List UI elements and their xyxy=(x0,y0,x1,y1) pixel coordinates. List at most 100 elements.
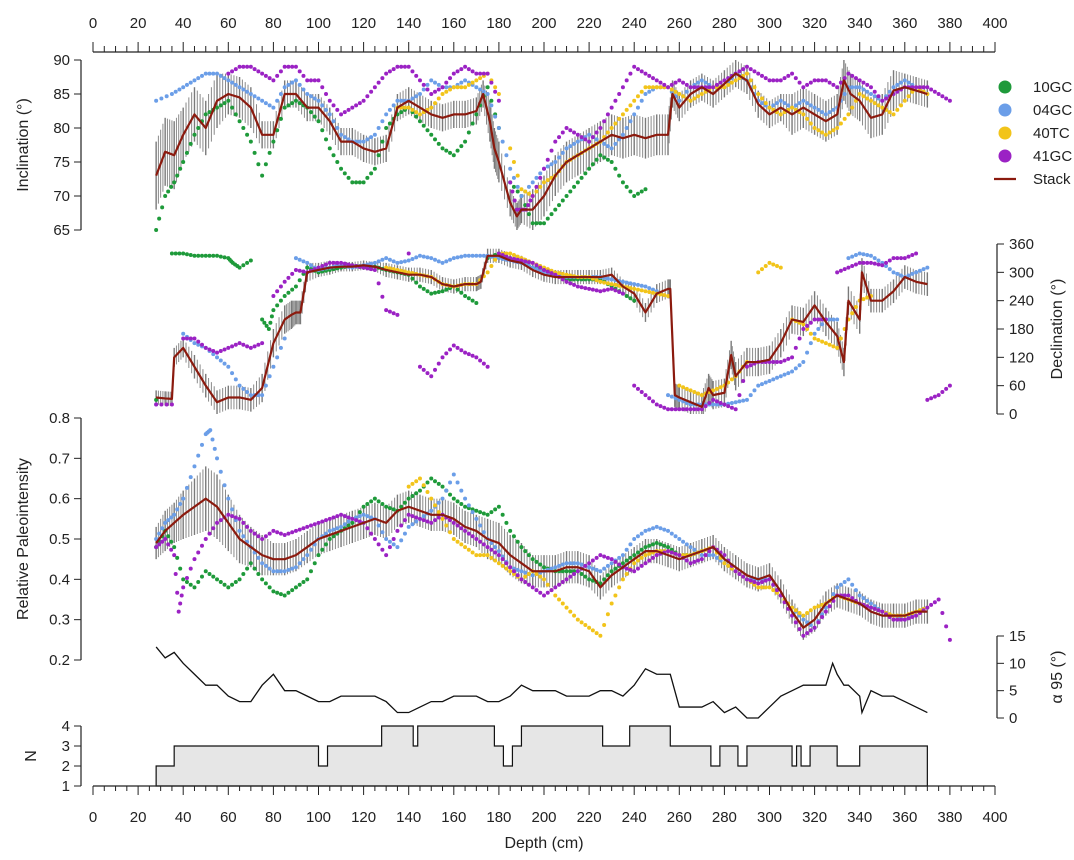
rpi-point-41gc xyxy=(339,512,344,517)
rpi-point-04gc xyxy=(444,488,449,493)
rpi-point-04gc xyxy=(628,542,633,547)
inclination-point-40tc xyxy=(654,85,659,90)
inclination-point-41gc xyxy=(282,64,287,69)
declination-point-10gc xyxy=(417,284,422,289)
declination-point-41gc xyxy=(391,311,396,316)
rpi-point-41gc xyxy=(466,531,471,536)
inclination-point-04gc xyxy=(384,112,389,117)
declination-point-41gc xyxy=(899,256,904,261)
rpi-point-41gc xyxy=(669,550,674,555)
rpi-point-40tc xyxy=(763,585,768,590)
rpi-point-10gc xyxy=(237,577,242,582)
rpi-point-41gc xyxy=(696,558,701,563)
declination-point-40tc xyxy=(402,269,407,274)
inclination-point-04gc xyxy=(684,89,689,94)
rpi-point-04gc xyxy=(440,496,445,501)
declination-point-10gc xyxy=(474,301,479,306)
declination-point-40tc xyxy=(801,322,806,327)
declination-point-10gc xyxy=(264,323,269,328)
declination-point-41gc xyxy=(914,251,919,256)
rpi-point-40tc xyxy=(639,555,644,560)
inclination-point-04gc xyxy=(696,80,701,85)
rpi-point-40tc xyxy=(470,550,475,555)
inclination-point-04gc xyxy=(850,85,855,90)
declination-point-41gc xyxy=(936,393,941,398)
inclination-point-41gc xyxy=(478,71,483,76)
inclination-point-41gc xyxy=(267,76,272,81)
rpi-point-04gc xyxy=(609,561,614,566)
inclination-point-40tc xyxy=(466,82,471,87)
inclination-point-41gc xyxy=(365,94,370,99)
inclination-point-04gc xyxy=(444,85,449,90)
declination-point-41gc xyxy=(184,336,189,341)
rpi-point-04gc xyxy=(557,563,562,568)
declination-point-41gc xyxy=(181,336,186,341)
rpi-point-40tc xyxy=(624,571,629,576)
inclination-point-10gc xyxy=(526,212,531,217)
rpi-point-04gc xyxy=(673,534,678,539)
rpi-point-10gc xyxy=(293,585,298,590)
rpi-point-41gc xyxy=(519,577,524,582)
inclination-point-10gc xyxy=(530,221,535,226)
declination-point-41gc xyxy=(395,312,400,317)
declination-point-04gc xyxy=(215,355,220,360)
rpi-point-10gc xyxy=(508,528,513,533)
declination-point-41gc xyxy=(530,260,535,265)
declination-point-04gc xyxy=(868,253,873,258)
inclination-point-10gc xyxy=(157,216,162,221)
rpi-point-41gc xyxy=(324,518,329,523)
inclination-point-04gc xyxy=(215,71,220,76)
inclination-point-10gc xyxy=(331,153,336,158)
inclination-point-10gc xyxy=(440,146,445,151)
inclination-point-40tc xyxy=(617,116,622,121)
declination-point-04gc xyxy=(733,400,738,405)
inclination-point-04gc xyxy=(429,78,434,83)
top-x-tick-label: 400 xyxy=(982,15,1007,32)
rpi-point-40tc xyxy=(726,563,731,568)
declination-point-04gc xyxy=(744,397,749,402)
rpi-point-41gc xyxy=(410,514,415,519)
top-x-tick-label: 280 xyxy=(712,15,737,32)
rpi-point-04gc xyxy=(448,480,453,485)
inclination-point-04gc xyxy=(154,98,159,103)
rpi-point-41gc xyxy=(500,557,505,562)
bottom-x-tick-label: 380 xyxy=(937,809,962,826)
inclination-point-41gc xyxy=(346,107,351,112)
rpi-point-41gc xyxy=(188,566,193,571)
declination-point-04gc xyxy=(425,255,430,260)
inclination-point-41gc xyxy=(417,78,422,83)
inclination-point-10gc xyxy=(184,150,189,155)
rpi-point-41gc xyxy=(172,553,177,558)
rpi-point-41gc xyxy=(169,547,174,552)
rpi-point-04gc xyxy=(470,510,475,515)
rpi-point-10gc xyxy=(455,499,460,504)
rpi-point-04gc xyxy=(402,531,407,536)
declination-point-04gc xyxy=(282,336,287,341)
declination-point-41gc xyxy=(154,402,159,407)
rpi-point-10gc xyxy=(233,580,238,585)
rpi-point-10gc xyxy=(215,577,220,582)
rpi-point-40tc xyxy=(433,503,438,508)
rpi-point-41gc xyxy=(549,588,554,593)
declination-point-10gc xyxy=(237,265,242,270)
rpi-point-04gc xyxy=(572,561,577,566)
rpi-point-41gc xyxy=(474,537,479,541)
inclination-point-04gc xyxy=(793,103,798,108)
declination-point-04gc xyxy=(748,393,753,398)
rpi-point-40tc xyxy=(534,571,539,576)
rpi-point-04gc xyxy=(331,527,336,532)
inclination-point-10gc xyxy=(335,160,340,164)
inclination-point-41gc xyxy=(801,85,806,90)
declination-point-41gc xyxy=(331,260,336,265)
inclination-point-41gc xyxy=(575,132,580,137)
declination-y-axis-title: Declination (°) xyxy=(1049,279,1066,380)
declination-point-41gc xyxy=(470,353,475,358)
declination-point-41gc xyxy=(440,355,445,360)
inclination-point-04gc xyxy=(699,78,704,83)
rpi-point-41gc xyxy=(230,514,235,519)
inclination-point-10gc xyxy=(583,171,588,176)
inclination-point-10gc xyxy=(511,184,516,189)
inclination-point-10gc xyxy=(425,128,430,133)
inclination-point-10gc xyxy=(271,139,276,144)
top-x-tick-label: 180 xyxy=(486,15,511,32)
